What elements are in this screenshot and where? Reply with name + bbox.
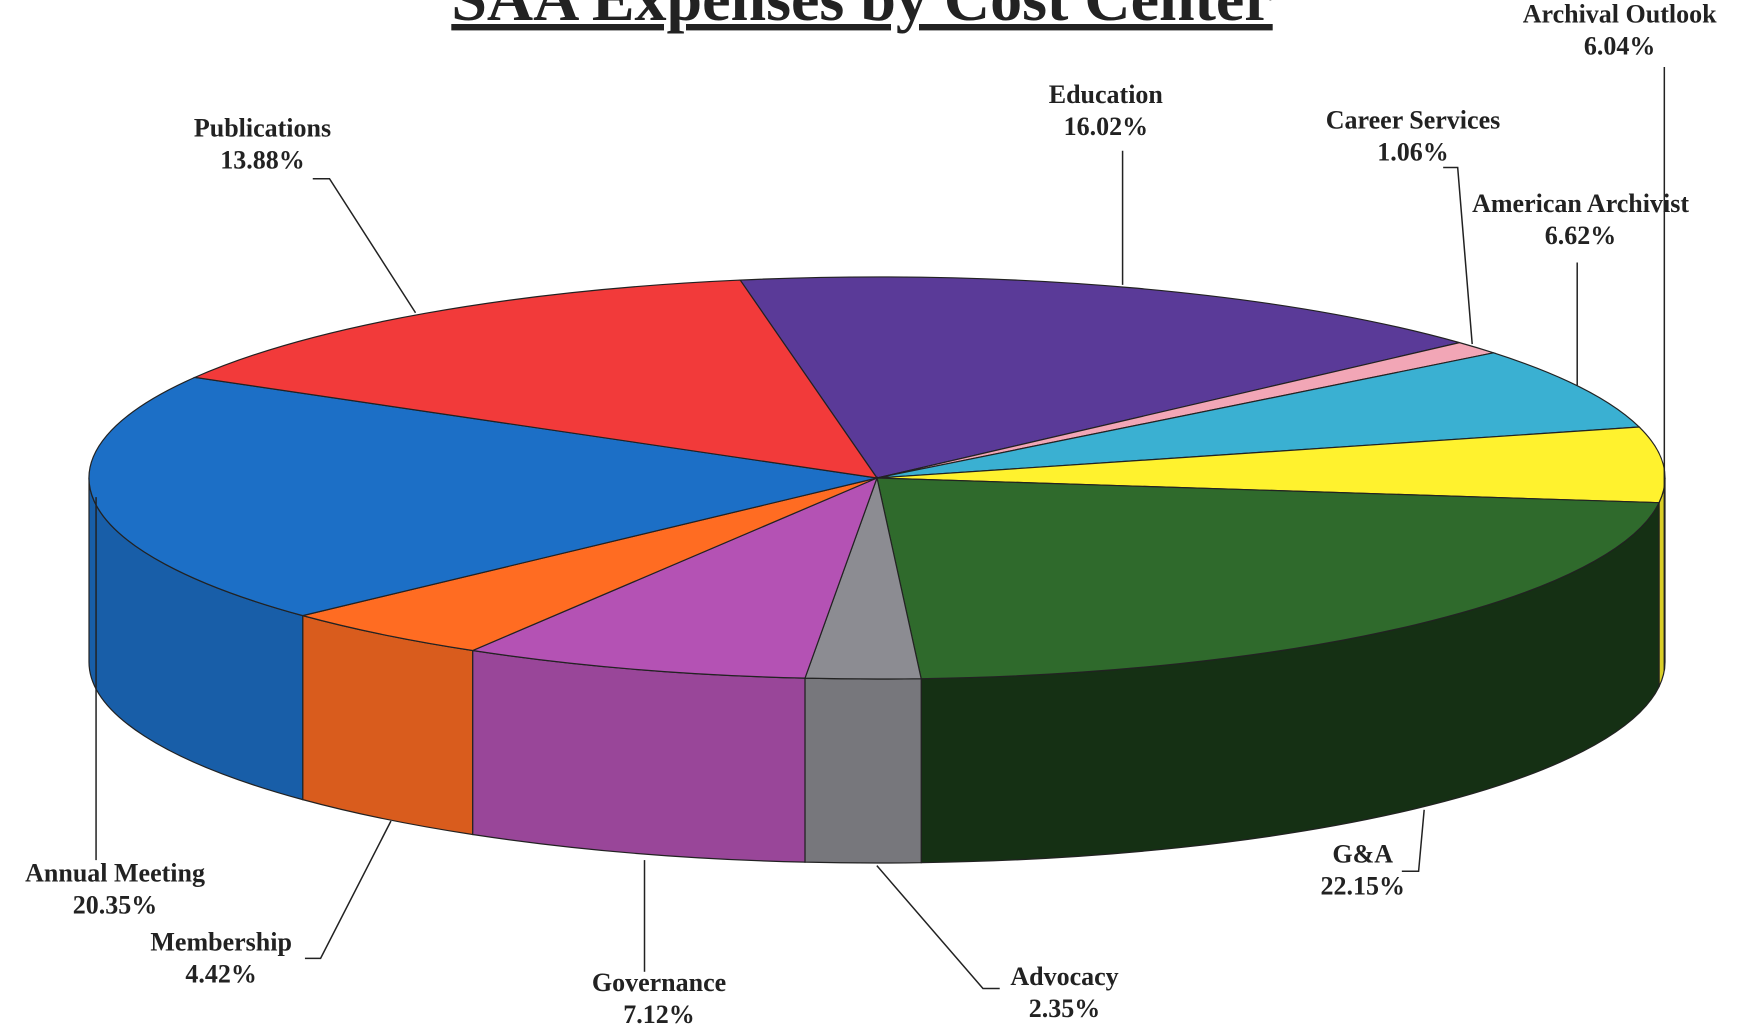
slice-label: Career Services: [1326, 105, 1500, 134]
slice-label: Education: [1049, 80, 1164, 109]
leader-line: [304, 820, 392, 960]
slice-value-label: 6.62%: [1545, 221, 1617, 250]
slice-value-label: 13.88%: [220, 145, 305, 174]
slice-label: Publications: [194, 113, 331, 142]
slice-value-label: 22.15%: [1320, 871, 1405, 900]
slice: [739, 276, 1460, 479]
slice-label: G&A: [1332, 839, 1393, 868]
slice: [302, 477, 878, 652]
slice: [876, 477, 1660, 680]
slice-value-label: 6.04%: [1584, 31, 1656, 60]
slice: [470, 476, 879, 679]
leader-line: [1443, 166, 1473, 345]
slice-value-label: 20.35%: [73, 890, 158, 919]
slice: [192, 279, 879, 479]
slice-value-label: 16.02%: [1064, 112, 1149, 141]
slice-side: [472, 649, 806, 863]
leader-line: [312, 177, 417, 314]
slice-label: Annual Meeting: [25, 858, 205, 887]
slice-value-label: 2.35%: [1029, 994, 1101, 1023]
slice-value-label: 1.06%: [1377, 137, 1449, 166]
slice-side: [302, 614, 474, 836]
slice-label: Archival Outlook: [1523, 0, 1717, 28]
slice: [876, 352, 1641, 479]
slice-label: Advocacy: [1010, 962, 1118, 991]
slice-side: [804, 677, 922, 864]
chart-title: SAA Expenses by Cost Center: [451, 0, 1272, 34]
slice-label: Governance: [592, 968, 726, 997]
slice-value-label: 7.12%: [623, 1000, 695, 1029]
slice-label: Membership: [150, 928, 292, 957]
slice: [88, 376, 878, 617]
leader-line: [1401, 809, 1425, 873]
slice-label: American Archivist: [1472, 189, 1689, 218]
slice-value-label: 4.42%: [185, 960, 257, 989]
leader-line: [876, 865, 1000, 990]
